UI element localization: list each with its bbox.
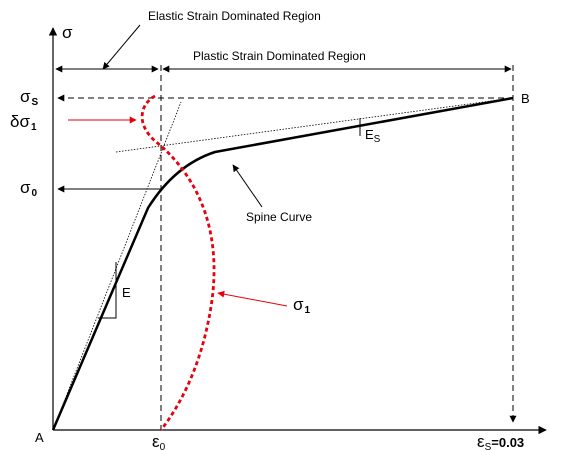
spine-curve-label: Spine Curve xyxy=(246,210,312,224)
spine-curve xyxy=(51,96,514,431)
plastic-region-label: Plastic Strain Dominated Region xyxy=(193,49,366,63)
Es-label: ES xyxy=(365,127,381,145)
sigma-axis-label: σ xyxy=(62,23,73,42)
sigma-s-label: σS xyxy=(20,87,39,108)
spine-curve-arrow xyxy=(232,164,263,208)
plastic-tangent-line xyxy=(115,97,514,153)
point-A-label: A xyxy=(35,430,44,445)
sigma1-label: σ1 xyxy=(293,295,311,316)
elastic-label-leader xyxy=(102,24,141,70)
E-slope-triangle xyxy=(98,262,117,319)
sigma0-label: σ0 xyxy=(20,178,38,199)
sigma1-curve xyxy=(140,94,216,431)
point-B-label: B xyxy=(521,91,530,106)
sigma1-arrow xyxy=(217,290,288,307)
delta-sigma1-label: δσ1 xyxy=(10,112,37,133)
E-label: E xyxy=(122,285,131,300)
elastic-tangent-line xyxy=(52,101,182,431)
epss-label: εS=0.03 xyxy=(477,432,524,450)
elastic-region-label: Elastic Strain Dominated Region xyxy=(148,9,321,23)
eps0-label: ε0 xyxy=(152,432,166,450)
